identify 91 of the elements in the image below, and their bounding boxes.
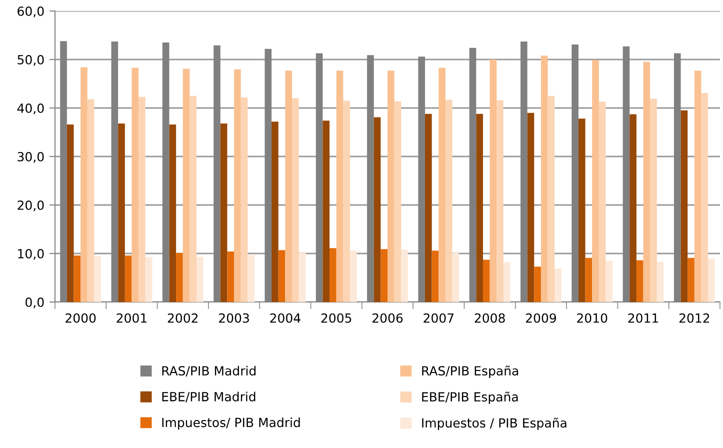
bar: [138, 96, 146, 302]
bar: [196, 256, 204, 302]
bar: [285, 70, 292, 302]
bar: [606, 260, 613, 302]
y-tick-label: 20,0: [18, 200, 44, 212]
bar: [182, 68, 190, 302]
bar: [708, 258, 715, 302]
bar: [343, 100, 350, 302]
bar: [527, 112, 534, 302]
bar: [94, 256, 102, 302]
bar: [350, 250, 357, 302]
x-tick-label: 2007: [424, 313, 454, 323]
bar: [578, 118, 586, 302]
bar: [585, 258, 592, 302]
bar: [292, 98, 299, 302]
x-tick-label: 2001: [116, 313, 146, 323]
bar: [272, 122, 278, 302]
bar: [548, 96, 555, 302]
bar: [145, 256, 152, 302]
bar: [630, 114, 636, 302]
x-tick-label: 2009: [526, 313, 556, 323]
bar: [503, 262, 510, 302]
bar: [490, 60, 497, 302]
bar: [336, 70, 344, 302]
bar: [169, 124, 176, 302]
x-tick-label: 2012: [679, 313, 710, 323]
x-tick-label: 2008: [474, 313, 505, 323]
bar: [330, 248, 336, 302]
bar: [388, 70, 394, 302]
bar: [688, 258, 694, 302]
bar: [380, 249, 388, 302]
bar: [240, 97, 248, 302]
bar: [650, 98, 657, 302]
bar: [656, 262, 664, 302]
bar: [66, 124, 74, 302]
legend-label: Impuestos/ PIB Madrid: [162, 418, 300, 430]
x-tick-label: 2011: [628, 313, 658, 323]
bar: [220, 124, 228, 302]
bar: [227, 252, 234, 302]
bar: [694, 70, 702, 302]
bar: [598, 102, 606, 302]
legend-label: RAS/PIB España: [422, 366, 518, 378]
bar: [452, 253, 460, 302]
x-tick-label: 2003: [219, 313, 249, 323]
x-tick-label: 2010: [577, 313, 608, 323]
bar: [636, 260, 644, 302]
bar: [476, 114, 483, 302]
bar: [87, 99, 94, 302]
bar: [401, 250, 408, 302]
bar: [374, 117, 381, 302]
legend-label: EBE/PIB Madrid: [162, 392, 256, 402]
bar: [118, 124, 125, 302]
x-tick-label: 2000: [66, 313, 96, 323]
y-tick-label: 10,0: [18, 248, 44, 260]
bar: [278, 250, 286, 302]
x-tick-label: 2005: [321, 313, 352, 323]
legend-label: Impuestos / PIB España: [422, 418, 566, 430]
x-tick-label: 2006: [372, 313, 403, 323]
bar: [482, 260, 490, 302]
y-tick-label: 50,0: [18, 54, 44, 66]
bar: [248, 254, 254, 302]
bar: [554, 268, 562, 302]
bar: [322, 120, 330, 302]
x-tick-label: 2002: [168, 313, 198, 323]
y-tick-label: 30,0: [18, 152, 44, 163]
x-tick-label: 2004: [270, 313, 300, 323]
bar: [592, 60, 599, 302]
y-tick-label: 40,0: [17, 103, 44, 114]
bar: [432, 250, 439, 302]
y-tick-label: 60,0: [18, 6, 44, 18]
bar: [124, 255, 132, 302]
legend-label: EBE/PIB España: [422, 392, 518, 404]
bar: [132, 68, 139, 302]
bar: [438, 68, 446, 302]
bar: [643, 62, 650, 302]
bar: [234, 69, 241, 302]
bar: [176, 253, 183, 302]
legend-label: RAS/PIB Madrid: [162, 366, 256, 376]
bar: [74, 255, 81, 302]
bar: [80, 67, 88, 302]
bar: [534, 266, 541, 302]
bar: [425, 114, 432, 302]
bar: [394, 101, 402, 302]
bar: [540, 56, 548, 302]
bar: [701, 92, 708, 302]
y-tick-label: 0,0: [26, 297, 44, 308]
bar: [496, 100, 504, 302]
bar: [298, 253, 306, 302]
bar: [445, 100, 452, 302]
bar: [190, 96, 197, 302]
bar: [680, 110, 688, 302]
